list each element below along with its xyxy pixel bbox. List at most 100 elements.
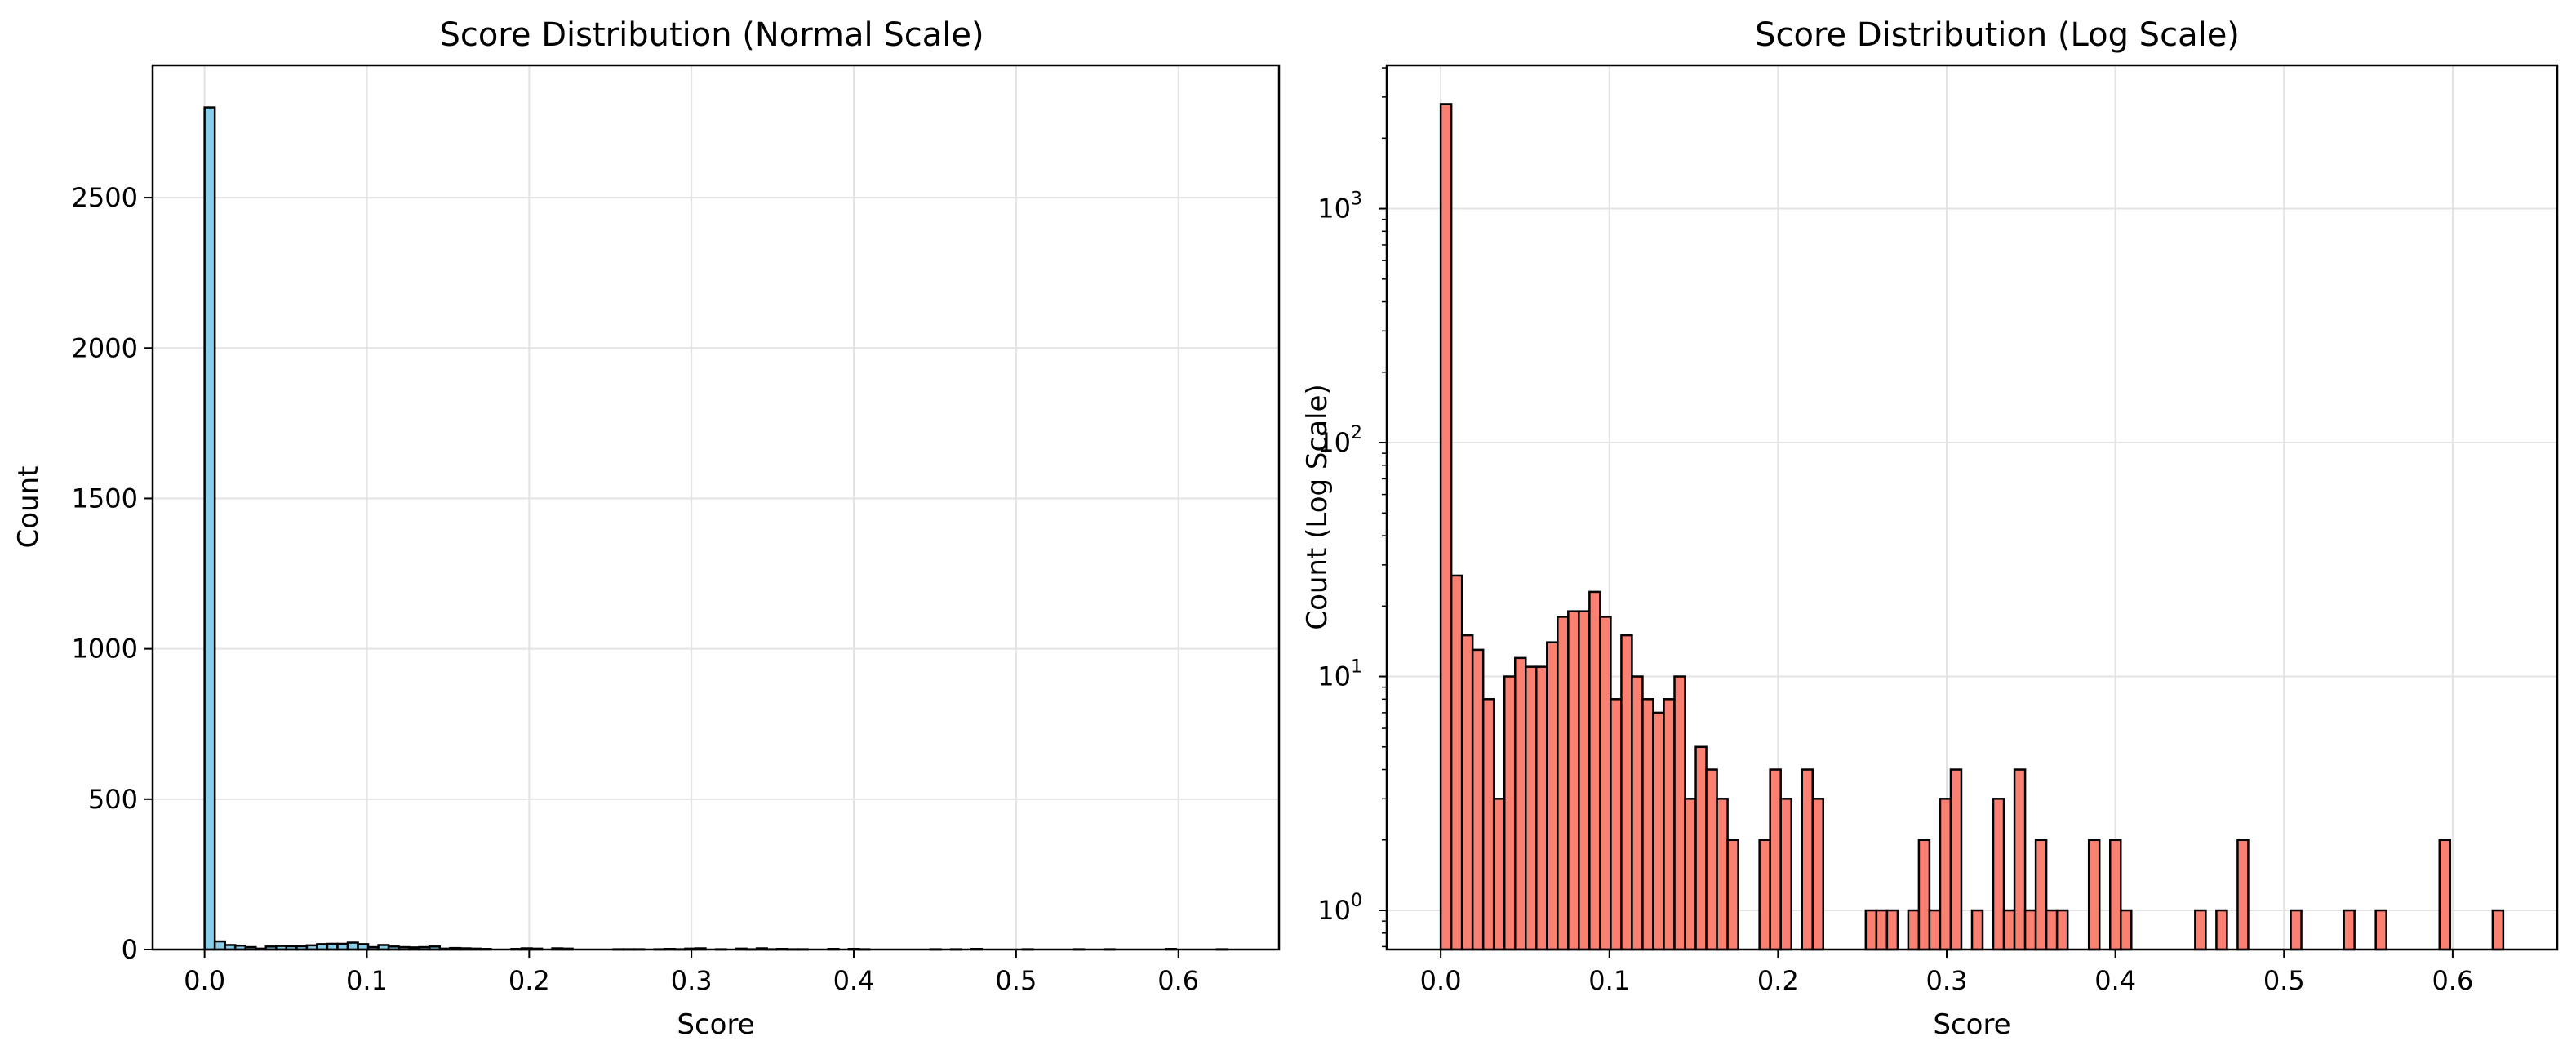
histogram-bar bbox=[1439, 103, 1453, 951]
x-tick-label: 0.0 bbox=[1420, 965, 1462, 996]
x-tick-label: 0.1 bbox=[1588, 965, 1630, 996]
plot-frame bbox=[151, 64, 1281, 951]
x-tick-label: 0.6 bbox=[2432, 965, 2473, 996]
histogram-bar bbox=[2438, 839, 2452, 951]
y-tick-label: 1500 bbox=[72, 483, 138, 514]
histogram-bar bbox=[346, 941, 359, 951]
histogram-bar bbox=[2034, 839, 2048, 951]
histogram-bar bbox=[1450, 574, 1463, 951]
y-tick-label: 0 bbox=[122, 934, 138, 965]
plot-frame bbox=[1385, 64, 2559, 951]
histogram-bar bbox=[1801, 768, 1814, 951]
histogram-bar bbox=[1481, 698, 1495, 951]
y-tick-label: 103 bbox=[1317, 189, 1362, 225]
chart-title: Score Distribution (Log Scale) bbox=[1755, 16, 2240, 54]
histogram-bar bbox=[2215, 909, 2228, 951]
histogram-bar bbox=[1992, 798, 2005, 951]
histogram-bar bbox=[1546, 641, 1559, 951]
histogram-bar bbox=[2087, 839, 2101, 951]
histogram-bar bbox=[1567, 610, 1580, 951]
histogram-bar bbox=[2013, 768, 2027, 951]
histogram-bar bbox=[1588, 590, 1601, 951]
histogram-bar bbox=[1694, 745, 1708, 951]
x-tick-label: 0.4 bbox=[2094, 965, 2136, 996]
histogram-bar bbox=[1631, 675, 1644, 951]
y-tick-label: 100 bbox=[1317, 891, 1362, 926]
x-tick-label: 0.3 bbox=[671, 965, 713, 996]
histogram-bar bbox=[2002, 909, 2016, 951]
chart-log-scale: Score Distribution (Log Scale) 0.0 0.1 0.2… bbox=[1301, 16, 2559, 1041]
histogram-bar bbox=[1811, 798, 1825, 951]
histogram-bar bbox=[2023, 909, 2037, 951]
x-tick-label: 0.2 bbox=[509, 965, 550, 996]
x-axis-label: Score bbox=[1933, 1008, 2010, 1041]
histogram-bar bbox=[2119, 909, 2133, 951]
x-axis-ticks: 0.0 0.1 0.2 0.3 0.4 0.5 0.6 bbox=[1420, 950, 2473, 996]
histogram-bar bbox=[1684, 798, 1697, 951]
histogram-bar bbox=[2045, 909, 2059, 951]
histogram-bar bbox=[1949, 768, 1963, 951]
y-axis-ticks: 100 101 102 103 bbox=[1317, 67, 1387, 948]
chart-title: Score Distribution (Normal Scale) bbox=[439, 16, 984, 54]
bars bbox=[1439, 103, 2505, 951]
histogram-bar bbox=[1652, 711, 1665, 951]
histogram-bar bbox=[1641, 698, 1654, 951]
y-tick-label: 2000 bbox=[72, 332, 138, 363]
x-tick-label: 0.4 bbox=[833, 965, 875, 996]
histogram-bar bbox=[1939, 798, 1952, 951]
histogram-bar bbox=[1471, 648, 1485, 951]
histogram-bar bbox=[1610, 698, 1623, 951]
y-tick-label: 101 bbox=[1317, 657, 1362, 692]
histogram-bar bbox=[1673, 675, 1686, 951]
histogram-bar bbox=[1705, 768, 1718, 951]
histogram-bar bbox=[1663, 698, 1676, 951]
y-axis-ticks: 0 500 1000 1500 2000 2500 bbox=[72, 182, 153, 965]
histogram-bar bbox=[1769, 768, 1782, 951]
histogram-bar bbox=[1885, 909, 1899, 951]
x-axis-ticks: 0.0 0.1 0.2 0.3 0.4 0.5 0.6 bbox=[184, 950, 1199, 996]
histogram-bar bbox=[1503, 675, 1517, 951]
histogram-bar bbox=[2491, 909, 2505, 951]
histogram-bar bbox=[1917, 839, 1931, 951]
histogram-bar bbox=[1620, 634, 1633, 951]
y-axis-label: Count bbox=[12, 466, 45, 549]
y-tick-label: 102 bbox=[1317, 423, 1362, 458]
x-tick-label: 0.5 bbox=[2263, 965, 2305, 996]
histogram-bar bbox=[1928, 909, 1942, 951]
histogram-bar bbox=[1758, 839, 1771, 951]
y-tick-label: 1000 bbox=[72, 634, 138, 665]
y-axis-label: Count (Log Scale) bbox=[1301, 384, 1334, 630]
histogram-bar bbox=[1726, 839, 1739, 951]
histogram-bar bbox=[2108, 839, 2122, 951]
histogram-bar bbox=[2290, 909, 2303, 951]
x-tick-label: 0.1 bbox=[346, 965, 388, 996]
histogram-bar bbox=[2055, 909, 2069, 951]
histogram-bar bbox=[2194, 909, 2207, 951]
x-tick-label: 0.2 bbox=[1757, 965, 1799, 996]
y-tick-label: 500 bbox=[88, 784, 138, 815]
x-tick-label: 0.5 bbox=[995, 965, 1037, 996]
histogram-bar bbox=[2236, 839, 2250, 951]
histogram-bar bbox=[2374, 909, 2387, 951]
histogram-bar bbox=[1864, 909, 1878, 951]
histogram-bar bbox=[1779, 798, 1792, 951]
histogram-bar bbox=[1460, 634, 1474, 951]
x-axis-label: Score bbox=[677, 1008, 754, 1041]
histogram-bar bbox=[1535, 665, 1548, 951]
histogram-bar bbox=[1578, 610, 1591, 951]
histogram-bar bbox=[1525, 665, 1538, 951]
histogram-bar bbox=[1557, 616, 1570, 951]
histogram-bar bbox=[1599, 616, 1612, 951]
x-tick-label: 0.6 bbox=[1157, 965, 1199, 996]
histogram-bar bbox=[2343, 909, 2356, 951]
chart-normal-scale: Score Distribution (Normal Scale) 0.0 0.1… bbox=[12, 16, 1281, 1041]
histogram-bar bbox=[203, 106, 216, 951]
histogram-bar bbox=[1875, 909, 1889, 951]
histogram-bar bbox=[1513, 656, 1527, 951]
histogram-bar bbox=[1716, 798, 1729, 951]
histogram-bar bbox=[1970, 909, 1984, 951]
y-tick-label: 2500 bbox=[72, 182, 138, 213]
histogram-bar bbox=[1907, 909, 1921, 951]
x-tick-label: 0.0 bbox=[184, 965, 225, 996]
